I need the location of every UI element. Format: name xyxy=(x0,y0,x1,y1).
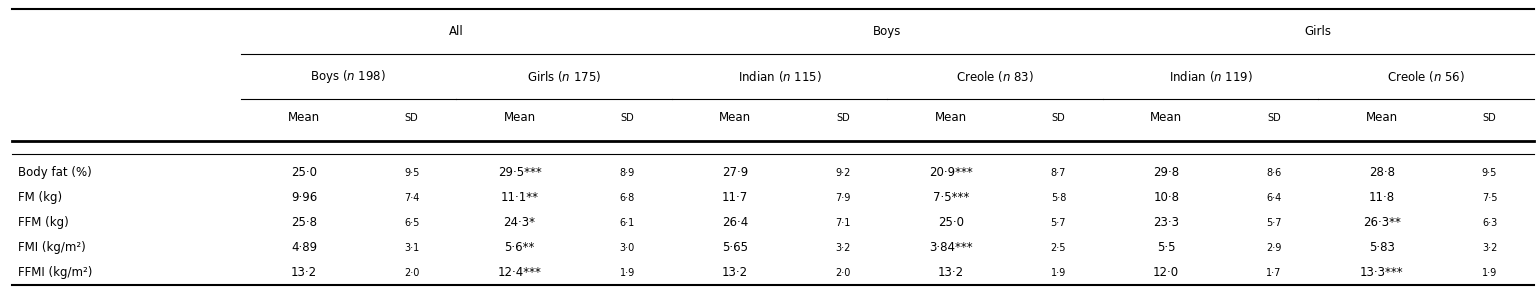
Text: 25·8: 25·8 xyxy=(290,216,317,229)
Text: 11·8: 11·8 xyxy=(1369,191,1394,204)
Text: 9·5: 9·5 xyxy=(404,168,420,178)
Text: Mean: Mean xyxy=(1366,111,1397,124)
Text: 25·0: 25·0 xyxy=(290,166,317,179)
Text: Body fat (%): Body fat (%) xyxy=(18,166,92,179)
Text: 13·2: 13·2 xyxy=(290,266,317,279)
Text: 6·1: 6·1 xyxy=(619,218,635,228)
Text: 8·6: 8·6 xyxy=(1266,168,1282,178)
Text: 12·0: 12·0 xyxy=(1153,266,1179,279)
Text: 29·5***: 29·5*** xyxy=(498,166,541,179)
Text: 7·9: 7·9 xyxy=(835,193,850,203)
Text: FFM (kg): FFM (kg) xyxy=(18,216,69,229)
Text: 26·3**: 26·3** xyxy=(1363,216,1400,229)
Text: 2·0: 2·0 xyxy=(404,268,420,278)
Text: 1·9: 1·9 xyxy=(619,268,635,278)
Text: 9·96: 9·96 xyxy=(290,191,317,204)
Text: 10·8: 10·8 xyxy=(1153,191,1179,204)
Text: Mean: Mean xyxy=(287,111,320,124)
Text: 29·8: 29·8 xyxy=(1153,166,1179,179)
Text: FM (kg): FM (kg) xyxy=(18,191,63,204)
Text: 13·2: 13·2 xyxy=(722,266,749,279)
Text: Indian ($n$ 115): Indian ($n$ 115) xyxy=(738,69,821,84)
Text: SD: SD xyxy=(621,113,635,123)
Text: Boys ($n$ 198): Boys ($n$ 198) xyxy=(310,68,386,85)
Text: 4·89: 4·89 xyxy=(290,241,317,254)
Text: 9·5: 9·5 xyxy=(1482,168,1497,178)
Text: Indian ($n$ 119): Indian ($n$ 119) xyxy=(1168,69,1253,84)
Text: All: All xyxy=(449,25,464,38)
Text: 5·65: 5·65 xyxy=(722,241,749,254)
Text: 5·7: 5·7 xyxy=(1266,218,1282,228)
Text: 13·3***: 13·3*** xyxy=(1360,266,1403,279)
Text: 3·1: 3·1 xyxy=(404,243,420,253)
Text: 8·7: 8·7 xyxy=(1051,168,1067,178)
Text: 2·0: 2·0 xyxy=(835,268,850,278)
Text: 5·5: 5·5 xyxy=(1157,241,1176,254)
Text: SD: SD xyxy=(1266,113,1280,123)
Text: 7·4: 7·4 xyxy=(404,193,420,203)
Text: 3·84***: 3·84*** xyxy=(928,241,973,254)
Text: Mean: Mean xyxy=(1150,111,1182,124)
Text: Mean: Mean xyxy=(719,111,752,124)
Text: 28·8: 28·8 xyxy=(1369,166,1394,179)
Text: SD: SD xyxy=(404,113,418,123)
Text: Mean: Mean xyxy=(934,111,967,124)
Text: 13·2: 13·2 xyxy=(938,266,964,279)
Text: 24·3*: 24·3* xyxy=(504,216,535,229)
Text: SD: SD xyxy=(836,113,850,123)
Text: 23·3: 23·3 xyxy=(1153,216,1179,229)
Text: 27·9: 27·9 xyxy=(722,166,749,179)
Text: 2·5: 2·5 xyxy=(1051,243,1067,253)
Text: 6·5: 6·5 xyxy=(404,218,420,228)
Text: FFMI (kg/m²): FFMI (kg/m²) xyxy=(18,266,92,279)
Text: 8·9: 8·9 xyxy=(619,168,635,178)
Text: 5·8: 5·8 xyxy=(1051,193,1067,203)
Text: 7·5: 7·5 xyxy=(1482,193,1497,203)
Text: 20·9***: 20·9*** xyxy=(928,166,973,179)
Text: 1·9: 1·9 xyxy=(1482,268,1497,278)
Text: Creole ($n$ 83): Creole ($n$ 83) xyxy=(956,69,1034,84)
Text: 3·0: 3·0 xyxy=(619,243,635,253)
Text: SD: SD xyxy=(1051,113,1065,123)
Text: 5·7: 5·7 xyxy=(1051,218,1067,228)
Text: 5·83: 5·83 xyxy=(1369,241,1394,254)
Text: 1·7: 1·7 xyxy=(1266,268,1282,278)
Text: 6·8: 6·8 xyxy=(619,193,635,203)
Text: 6·4: 6·4 xyxy=(1266,193,1282,203)
Text: 7·1: 7·1 xyxy=(835,218,850,228)
Text: 3·2: 3·2 xyxy=(835,243,850,253)
Text: 6·3: 6·3 xyxy=(1482,218,1497,228)
Text: Mean: Mean xyxy=(504,111,535,124)
Text: 12·4***: 12·4*** xyxy=(498,266,541,279)
Text: 1·9: 1·9 xyxy=(1051,268,1067,278)
Text: SD: SD xyxy=(1483,113,1497,123)
Text: 2·9: 2·9 xyxy=(1266,243,1282,253)
Text: 25·0: 25·0 xyxy=(938,216,964,229)
Text: 11·7: 11·7 xyxy=(722,191,749,204)
Text: Creole ($n$ 56): Creole ($n$ 56) xyxy=(1386,69,1465,84)
Text: 3·2: 3·2 xyxy=(1482,243,1497,253)
Text: Boys: Boys xyxy=(873,25,901,38)
Text: 9·2: 9·2 xyxy=(835,168,850,178)
Text: Girls ($n$ 175): Girls ($n$ 175) xyxy=(527,69,601,84)
Text: 11·1**: 11·1** xyxy=(501,191,538,204)
Text: 5·6**: 5·6** xyxy=(504,241,535,254)
Text: 7·5***: 7·5*** xyxy=(933,191,968,204)
Text: FMI (kg/m²): FMI (kg/m²) xyxy=(18,241,86,254)
Text: Girls: Girls xyxy=(1305,25,1333,38)
Text: 26·4: 26·4 xyxy=(722,216,749,229)
